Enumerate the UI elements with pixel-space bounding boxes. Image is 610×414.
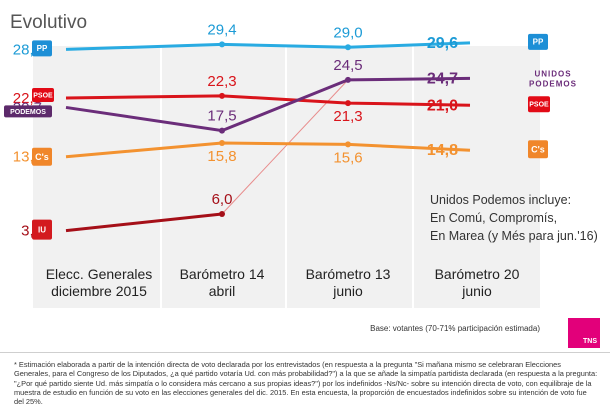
x-tick-label: junio <box>461 283 492 299</box>
svg-text:PP: PP <box>533 38 544 47</box>
data-label: 24,7 <box>427 70 458 87</box>
data-label: 21,3 <box>333 108 362 125</box>
series-line-podemos <box>65 76 471 133</box>
footnote-separator <box>0 352 610 353</box>
note-line: Unidos Podemos incluye: <box>430 193 571 207</box>
tns-logo: TNS <box>568 318 600 348</box>
svg-text:UNIDOS: UNIDOS <box>534 69 571 78</box>
data-point <box>219 139 225 146</box>
footnote: * Estimación elaborada a partir de la in… <box>14 360 598 406</box>
pp-logo-icon: PP <box>32 40 52 57</box>
line-chart: Evolutivo 28,729,4 29,029,622,022,321,321… <box>4 12 598 333</box>
data-label: 22,3 <box>207 73 236 90</box>
series-group: 28,729,429,029,622,022,321,321,020,717,5… <box>13 21 471 240</box>
iu-logo-icon: IU <box>32 219 52 240</box>
note-line: En Marea (y Més para jun.'16) <box>430 229 598 243</box>
x-tick-label: junio <box>332 283 363 299</box>
svg-text:C's: C's <box>531 144 545 154</box>
svg-text:PSOE: PSOE <box>529 102 549 109</box>
data-label: 29,0 <box>333 24 362 41</box>
data-point <box>345 100 351 107</box>
data-point <box>345 44 351 51</box>
column-band <box>287 46 412 308</box>
psoe-logo-icon: PSOE <box>32 88 54 102</box>
svg-text:C's: C's <box>35 152 49 162</box>
column-band <box>33 46 160 308</box>
svg-text:PODEMOS: PODEMOS <box>10 109 46 116</box>
base-text: Base: votantes (70-71% participación est… <box>370 324 540 333</box>
note-line: En Comú, Compromís, <box>430 211 557 225</box>
note-box: Unidos Podemos incluye: En Comú, Compromí… <box>430 193 598 243</box>
x-tick-label: diciembre 2015 <box>51 283 147 299</box>
series-line-cs <box>65 141 471 159</box>
data-label: 14,8 <box>427 142 458 159</box>
svg-text:IU: IU <box>38 225 46 234</box>
column-band <box>414 46 540 308</box>
svg-text:PSOE: PSOE <box>33 92 53 99</box>
series-line-psoe <box>65 94 471 107</box>
data-label: 29,6 <box>427 35 458 52</box>
data-label: 29,4 <box>207 21 236 38</box>
data-label: 15,6 <box>333 149 362 166</box>
data-point <box>219 41 225 48</box>
x-tick-label: Barómetro 20 <box>435 266 520 282</box>
series-line-iu <box>65 212 223 233</box>
data-point <box>219 211 225 217</box>
svg-text:PP: PP <box>37 44 48 53</box>
pp-end-logo-icon: PP <box>528 33 548 50</box>
column-bands <box>33 46 540 308</box>
podemos-logo-icon: PODEMOS <box>4 105 52 118</box>
column-band <box>162 46 285 308</box>
x-tick-label: Barómetro 14 <box>180 266 265 282</box>
cs-end-logo-icon: C's <box>528 140 548 159</box>
data-point <box>219 127 225 134</box>
psoe-end-logo-icon: PSOE <box>528 96 550 113</box>
data-point <box>345 141 351 148</box>
svg-text:PODEMOS: PODEMOS <box>529 79 577 88</box>
data-label: 17,5 <box>207 108 236 125</box>
x-tick-label: abril <box>209 283 235 299</box>
cs-logo-icon: C's <box>32 147 52 166</box>
data-label: 15,8 <box>207 148 236 165</box>
data-point <box>345 76 351 83</box>
x-tick-label: Barómetro 13 <box>306 266 391 282</box>
data-label: 6,0 <box>212 191 233 208</box>
chart-title: Evolutivo <box>10 12 87 33</box>
data-label: 21,0 <box>427 97 458 114</box>
x-tick-label: Elecc. Generales <box>46 266 153 282</box>
data-point <box>219 92 225 99</box>
data-label: 24,5 <box>333 57 362 74</box>
series-line-pp <box>65 41 471 51</box>
